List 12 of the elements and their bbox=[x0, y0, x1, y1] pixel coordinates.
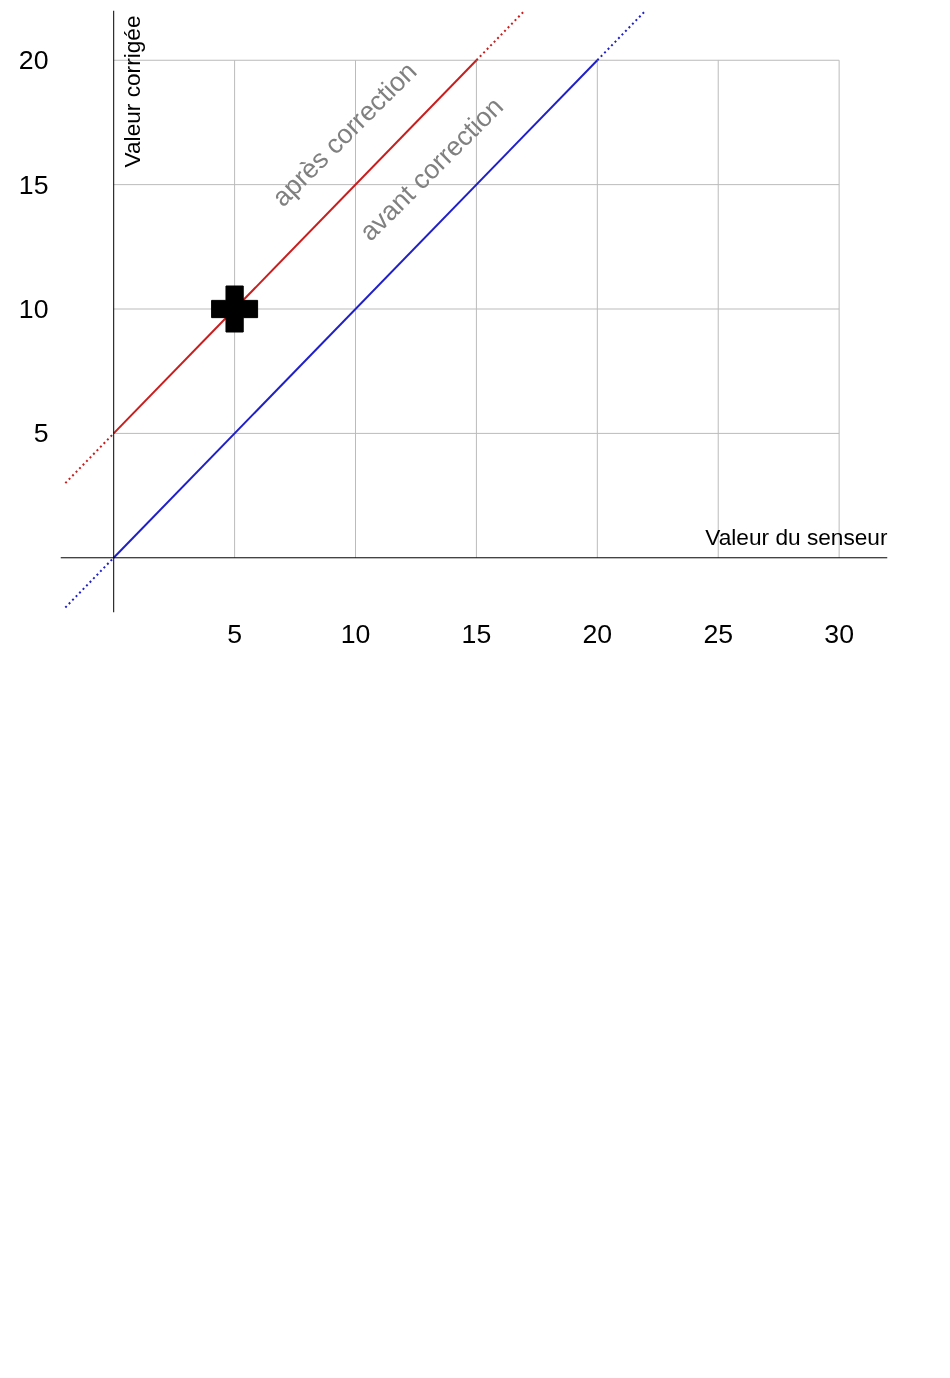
x-tick-label: 25 bbox=[703, 618, 734, 649]
x-tick-label: 30 bbox=[824, 618, 854, 649]
x-tick-label: 15 bbox=[461, 618, 492, 649]
x-tick-label: 5 bbox=[227, 618, 243, 649]
y-axis-title: Valeur corrigée bbox=[118, 15, 145, 168]
y-tick-label: 20 bbox=[18, 45, 49, 76]
x-tick-label: 10 bbox=[340, 618, 371, 649]
y-tick-label: 15 bbox=[18, 169, 49, 200]
y-tick-label: 5 bbox=[33, 418, 49, 449]
x-axis-title: Valeur du senseur bbox=[705, 524, 888, 551]
x-tick-label: 20 bbox=[582, 618, 613, 649]
y-tick-label: 10 bbox=[18, 294, 49, 325]
